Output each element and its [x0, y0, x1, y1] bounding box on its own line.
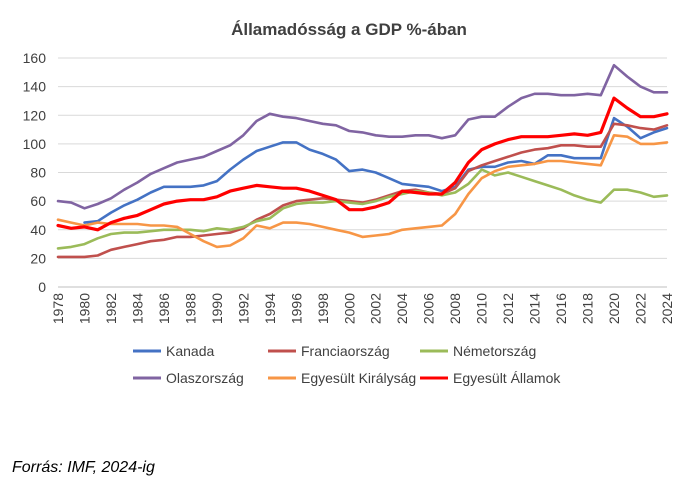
- chart-title: Államadósság a GDP %-ában: [231, 20, 467, 39]
- x-tick-label: 1980: [76, 293, 92, 324]
- legend-label: Franciaország: [301, 343, 390, 359]
- x-tick-label: 2004: [394, 293, 410, 324]
- legend-label: Németország: [453, 343, 536, 359]
- x-tick-label: 2010: [474, 293, 490, 324]
- source-note: Forrás: IMF, 2024-ig: [12, 459, 155, 476]
- y-tick-label: 140: [23, 79, 47, 95]
- x-tick-label: 1986: [156, 293, 172, 324]
- y-tick-label: 120: [23, 107, 47, 123]
- series-line-0: [83, 116, 669, 224]
- x-tick-label: 2006: [421, 293, 437, 324]
- y-tick-label: 20: [30, 250, 46, 266]
- series-line-3: [56, 63, 669, 210]
- series-line-5: [56, 96, 669, 232]
- x-tick-label: 1994: [262, 293, 278, 324]
- series-lines: [56, 63, 669, 259]
- series-line-4: [56, 134, 669, 249]
- x-tick-label: 2018: [580, 293, 596, 324]
- y-tick-label: 160: [23, 50, 47, 66]
- grid-lines: [58, 57, 667, 288]
- x-tick-label: 2014: [527, 293, 543, 324]
- y-tick-label: 40: [30, 222, 46, 238]
- x-tick-label: 1988: [182, 293, 198, 324]
- legend-label: Egyesült Államok: [453, 370, 561, 386]
- x-tick-label: 1998: [315, 293, 331, 324]
- x-axis: 1978 1980 1982 1984 1986 1988 1990 1992 1994 1996…: [50, 293, 675, 324]
- y-axis: 0 20 40 60 80 100 120 140 160: [23, 50, 47, 295]
- legend-label: Kanada: [166, 343, 214, 359]
- y-tick-label: 80: [30, 165, 46, 181]
- legend-label: Egyesült Királyság: [301, 370, 416, 386]
- x-tick-label: 2022: [633, 293, 649, 324]
- y-tick-label: 100: [23, 136, 47, 152]
- series-line-2: [56, 168, 669, 250]
- y-tick-label: 0: [38, 279, 46, 295]
- y-tick-label: 60: [30, 193, 46, 209]
- x-tick-label: 1996: [288, 293, 304, 324]
- x-tick-label: 2016: [553, 293, 569, 324]
- x-tick-label: 2020: [606, 293, 622, 324]
- x-tick-label: 1982: [103, 293, 119, 324]
- x-tick-label: 2024: [659, 293, 675, 324]
- x-tick-label: 2012: [500, 293, 516, 324]
- x-tick-label: 2008: [447, 293, 463, 324]
- legend: Kanada Franciaország Németország Olaszorszá…: [133, 343, 561, 386]
- x-tick-label: 2002: [368, 293, 384, 324]
- x-tick-label: 1984: [129, 293, 145, 324]
- series-line-1: [56, 122, 669, 259]
- x-tick-label: 1990: [209, 293, 225, 324]
- x-tick-label: 1978: [50, 293, 66, 324]
- x-tick-label: 1992: [235, 293, 251, 324]
- legend-label: Olaszország: [166, 370, 244, 386]
- x-tick-label: 2000: [341, 293, 357, 324]
